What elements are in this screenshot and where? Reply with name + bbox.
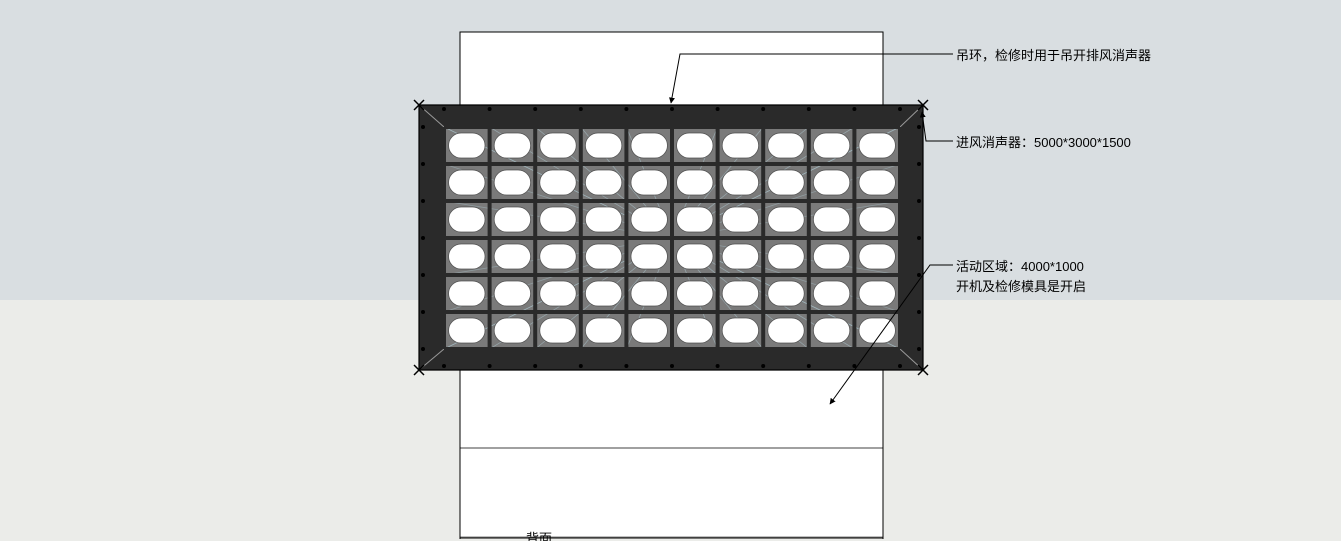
annotation-activity-label: 活动区域：4000*1000 开机及检修模具是开启 — [956, 257, 1086, 296]
annotation-hanger-label: 吊环，检修时用于吊开排风消声器 — [956, 46, 1151, 66]
diagram-stage: { "canvas": { "width": 1341, "height": 5… — [0, 0, 1341, 541]
annotation-intake-label: 进风消声器：5000*3000*1500 — [956, 133, 1131, 153]
bottom-face-label: 背面 — [526, 529, 552, 541]
diagram-svg — [0, 0, 1341, 541]
